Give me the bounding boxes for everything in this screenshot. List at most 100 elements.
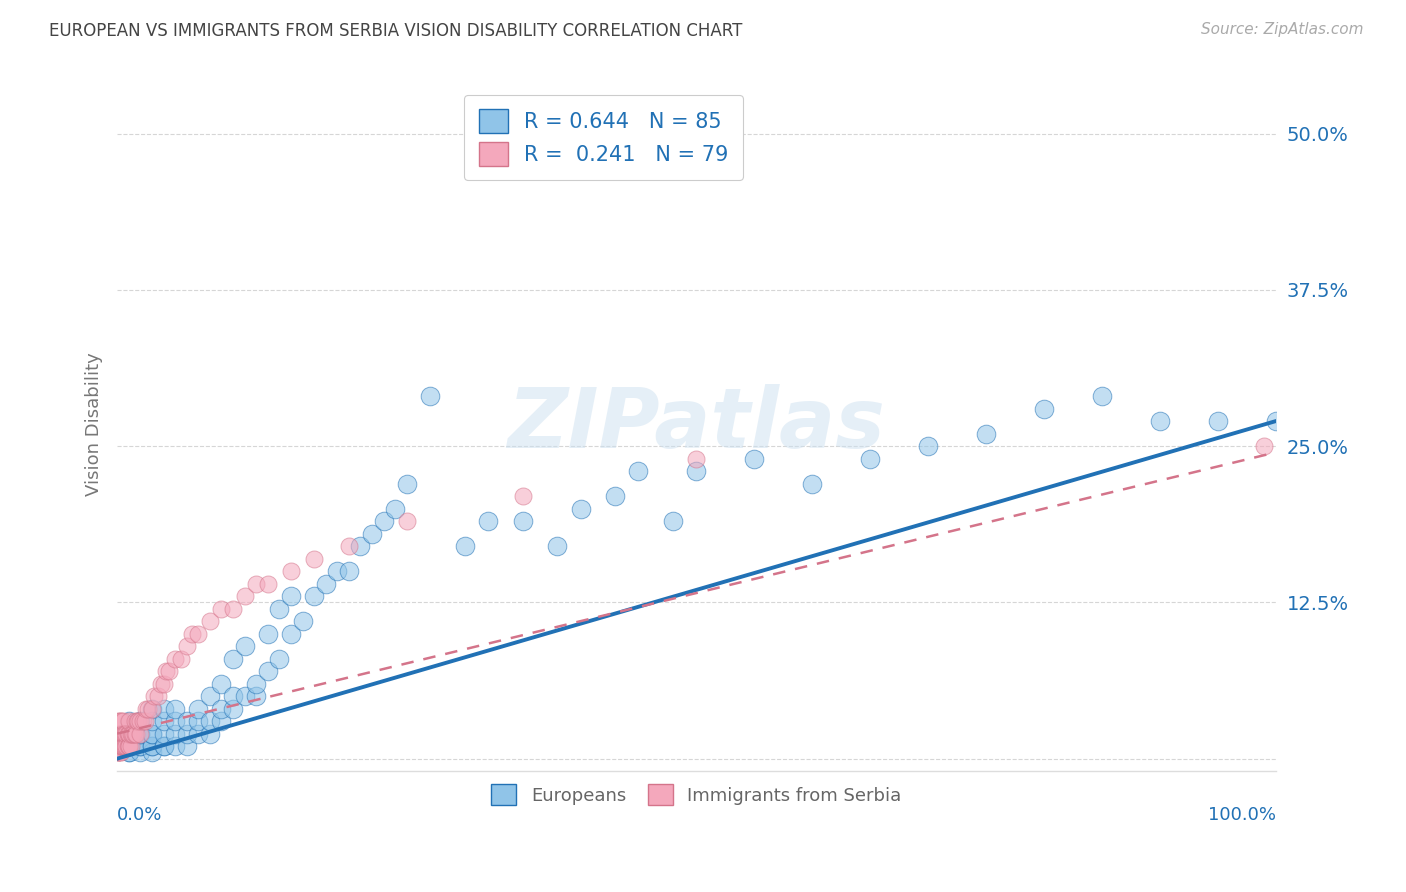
Point: [245, 689, 267, 703]
Point: [256, 576, 278, 591]
Point: [122, 726, 145, 740]
Point: [134, 714, 156, 728]
Point: [152, 714, 174, 728]
Point: [291, 614, 314, 628]
Point: [107, 726, 129, 740]
Point: [118, 726, 141, 740]
Point: [685, 464, 707, 478]
Point: [118, 739, 141, 753]
Text: 100.0%: 100.0%: [1208, 805, 1275, 824]
Text: EUROPEAN VS IMMIGRANTS FROM SERBIA VISION DISABILITY CORRELATION CHART: EUROPEAN VS IMMIGRANTS FROM SERBIA VISIO…: [49, 22, 742, 40]
Point: [395, 514, 418, 528]
Point: [118, 739, 141, 753]
Point: [685, 451, 707, 466]
Point: [395, 476, 418, 491]
Point: [176, 726, 198, 740]
Point: [280, 589, 302, 603]
Point: [170, 651, 193, 665]
Point: [118, 726, 141, 740]
Point: [107, 745, 129, 759]
Point: [209, 701, 232, 715]
Point: [141, 726, 163, 740]
Point: [118, 714, 141, 728]
Point: [110, 745, 132, 759]
Point: [233, 589, 256, 603]
Point: [129, 745, 152, 759]
Point: [280, 564, 302, 578]
Text: ZIPatlas: ZIPatlas: [508, 384, 886, 465]
Point: [165, 651, 187, 665]
Point: [157, 664, 180, 678]
Point: [384, 501, 406, 516]
Point: [141, 739, 163, 753]
Point: [373, 514, 395, 528]
Point: [165, 714, 187, 728]
Point: [269, 601, 291, 615]
Point: [108, 726, 131, 740]
Point: [605, 489, 627, 503]
Point: [152, 701, 174, 715]
Point: [125, 714, 148, 728]
Point: [165, 726, 187, 740]
Point: [198, 726, 221, 740]
Point: [222, 601, 245, 615]
Point: [152, 676, 174, 690]
Point: [627, 464, 650, 478]
Point: [974, 426, 997, 441]
Point: [129, 739, 152, 753]
Point: [121, 726, 143, 740]
Point: [118, 726, 141, 740]
Point: [361, 526, 384, 541]
Point: [222, 701, 245, 715]
Point: [859, 451, 882, 466]
Point: [245, 576, 267, 591]
Point: [512, 514, 534, 528]
Point: [111, 714, 134, 728]
Point: [209, 714, 232, 728]
Point: [337, 539, 360, 553]
Point: [337, 564, 360, 578]
Point: [454, 539, 477, 553]
Point: [181, 626, 204, 640]
Point: [1206, 414, 1229, 428]
Point: [117, 726, 139, 740]
Point: [326, 564, 349, 578]
Point: [477, 514, 499, 528]
Point: [135, 701, 157, 715]
Point: [107, 745, 129, 759]
Point: [302, 551, 325, 566]
Point: [118, 739, 141, 753]
Point: [152, 739, 174, 753]
Point: [111, 739, 134, 753]
Y-axis label: Vision Disability: Vision Disability: [86, 352, 103, 496]
Point: [1253, 439, 1275, 453]
Point: [165, 701, 187, 715]
Point: [111, 726, 134, 740]
Text: 0.0%: 0.0%: [117, 805, 163, 824]
Text: Source: ZipAtlas.com: Source: ZipAtlas.com: [1201, 22, 1364, 37]
Point: [143, 689, 166, 703]
Point: [155, 664, 177, 678]
Point: [187, 726, 209, 740]
Point: [150, 676, 173, 690]
Point: [108, 714, 131, 728]
Point: [349, 539, 371, 553]
Point: [1149, 414, 1171, 428]
Point: [198, 689, 221, 703]
Point: [125, 726, 148, 740]
Point: [187, 701, 209, 715]
Point: [222, 689, 245, 703]
Point: [129, 726, 152, 740]
Point: [141, 745, 163, 759]
Point: [280, 626, 302, 640]
Point: [419, 389, 441, 403]
Point: [108, 745, 131, 759]
Point: [209, 601, 232, 615]
Point: [124, 726, 146, 740]
Point: [115, 739, 138, 753]
Point: [129, 726, 152, 740]
Point: [233, 689, 256, 703]
Point: [108, 739, 131, 753]
Point: [176, 714, 198, 728]
Point: [176, 739, 198, 753]
